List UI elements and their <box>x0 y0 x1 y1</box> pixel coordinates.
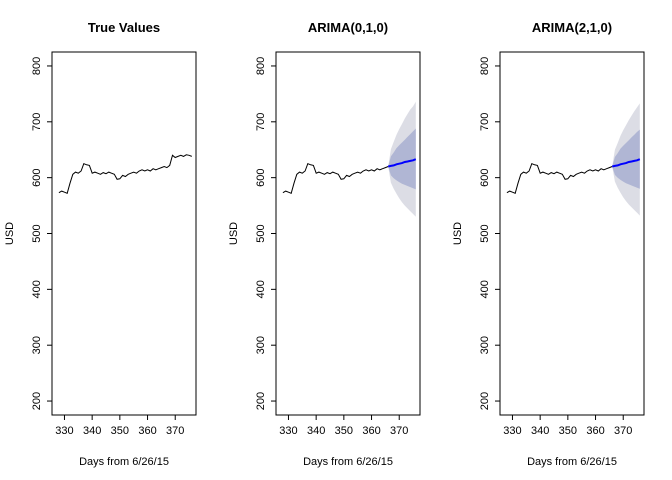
y-tick-label: 300 <box>255 336 267 354</box>
plot-frame <box>51 51 197 416</box>
x-tick-label: 340 <box>307 425 325 437</box>
y-tick-label: 700 <box>31 113 43 131</box>
y-tick-label: 800 <box>31 57 43 75</box>
x-tick-label: 360 <box>586 425 604 437</box>
y-tick-label: 600 <box>31 168 43 186</box>
plot-frame <box>275 51 421 416</box>
x-axis-label: Days from 6/26/15 <box>79 456 169 468</box>
plot-frame <box>499 51 645 416</box>
y-tick-label: 200 <box>479 392 491 410</box>
x-tick-label: 330 <box>279 425 297 437</box>
y-tick-label: 400 <box>479 280 491 298</box>
x-tick-label: 350 <box>335 425 353 437</box>
y-tick-label: 700 <box>255 113 267 131</box>
x-tick-label: 340 <box>83 425 101 437</box>
forecast-band-80 <box>612 129 640 189</box>
panel-arima-210: ARIMA(2,1,0) 330 340 350 360 370 200 300 400 500 6… <box>452 20 645 468</box>
forecast-band-80 <box>388 128 416 190</box>
y-tick-label: 400 <box>31 280 43 298</box>
y-axis-label: USD <box>452 222 464 245</box>
forecast-mean-line <box>611 158 641 168</box>
y-tick-label: 600 <box>479 168 491 186</box>
y-tick-label: 300 <box>479 336 491 354</box>
y-axis-label: USD <box>4 222 16 245</box>
y-tick-label: 500 <box>31 224 43 242</box>
x-axis-label: Days from 6/26/15 <box>527 456 617 468</box>
chart-title: ARIMA(2,1,0) <box>532 20 612 35</box>
y-tick-label: 800 <box>479 57 491 75</box>
y-tick-label: 200 <box>31 392 43 410</box>
panel-true-values: True Values 330 340 350 360 370 200 300 400 500 60… <box>4 20 197 468</box>
y-tick-label: 300 <box>31 336 43 354</box>
y-tick-label: 200 <box>255 392 267 410</box>
x-tick-label: 370 <box>166 425 184 437</box>
y-tick-label: 500 <box>255 224 267 242</box>
y-tick-label: 800 <box>255 57 267 75</box>
series-line <box>58 154 192 194</box>
forecast-mean-line <box>387 158 417 168</box>
series-line <box>282 163 389 194</box>
x-tick-label: 340 <box>531 425 549 437</box>
chart-title: ARIMA(0,1,0) <box>308 20 388 35</box>
x-tick-label: 370 <box>390 425 408 437</box>
series-line <box>506 163 613 194</box>
chart-title: True Values <box>88 20 160 35</box>
x-tick-label: 370 <box>614 425 632 437</box>
x-tick-label: 330 <box>55 425 73 437</box>
x-tick-label: 360 <box>362 425 380 437</box>
x-tick-label: 360 <box>138 425 156 437</box>
x-tick-label: 350 <box>111 425 129 437</box>
y-tick-label: 600 <box>255 168 267 186</box>
y-tick-label: 400 <box>255 280 267 298</box>
x-axis-label: Days from 6/26/15 <box>303 456 393 468</box>
x-tick-label: 350 <box>559 425 577 437</box>
y-tick-label: 500 <box>479 224 491 242</box>
y-tick-label: 700 <box>479 113 491 131</box>
y-axis-label: USD <box>228 222 240 245</box>
x-tick-label: 330 <box>503 425 521 437</box>
panel-arima-010: ARIMA(0,1,0) 330 340 350 360 370 200 300 400 500 6… <box>228 20 421 468</box>
